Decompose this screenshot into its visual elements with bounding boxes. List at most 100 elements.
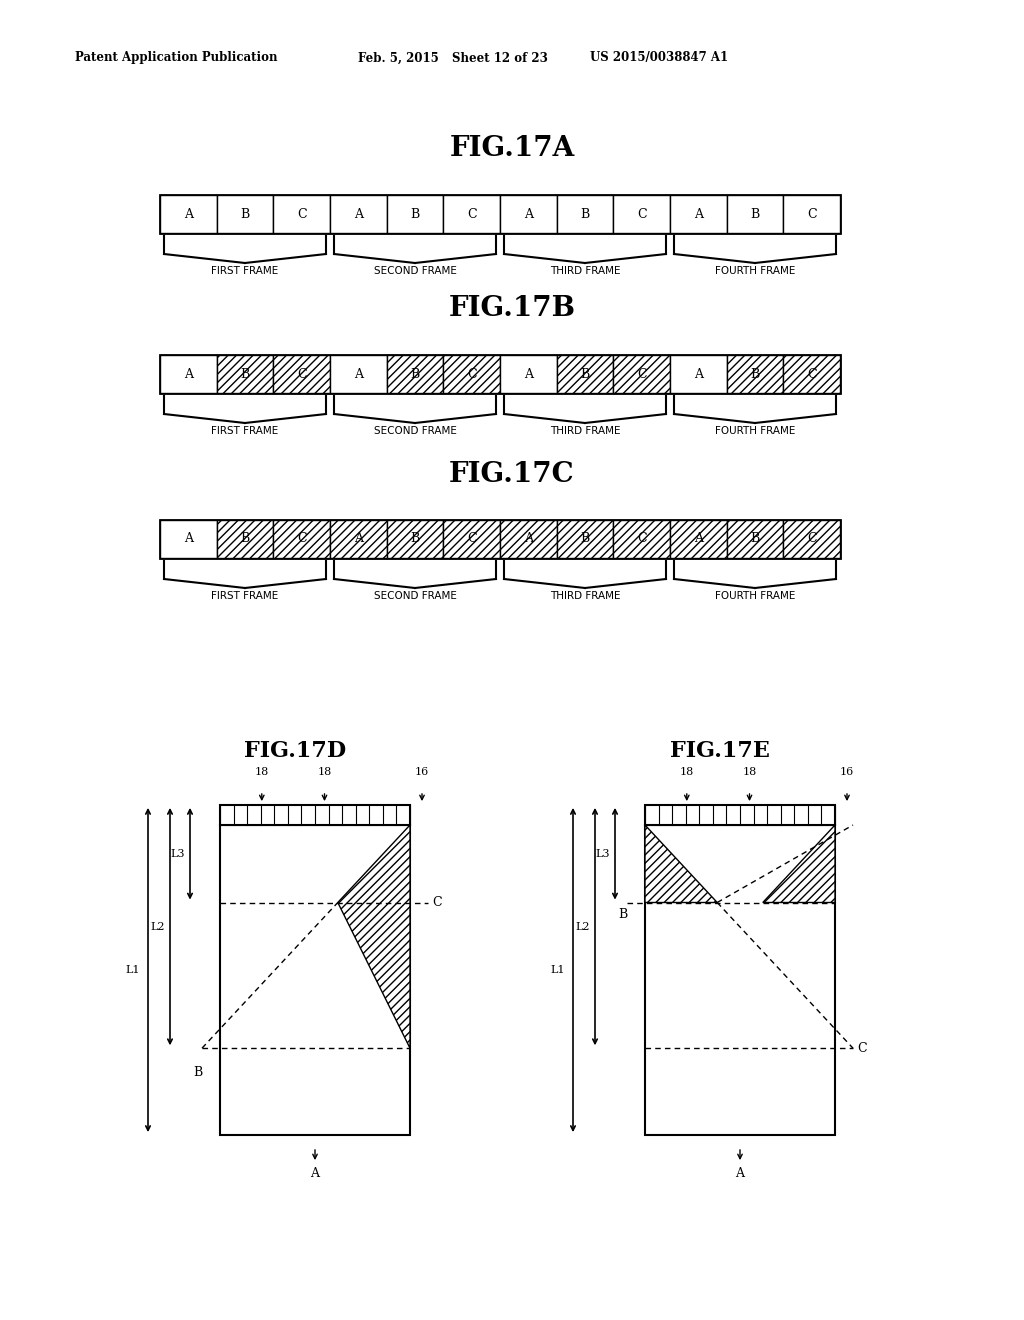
Text: A: A — [184, 367, 193, 380]
Bar — [613, 195, 670, 234]
Text: B: B — [241, 532, 250, 545]
Text: 18: 18 — [317, 767, 332, 777]
Bar — [783, 520, 840, 558]
Text: A: A — [694, 367, 702, 380]
Bar — [500, 355, 557, 393]
Bar — [330, 355, 387, 393]
Bar — [557, 520, 613, 558]
Bar — [273, 355, 330, 393]
Text: Feb. 5, 2015: Feb. 5, 2015 — [358, 51, 438, 65]
Polygon shape — [763, 825, 835, 903]
Text: A: A — [354, 532, 362, 545]
Text: C: C — [807, 207, 816, 220]
Bar — [670, 355, 727, 393]
Text: 18: 18 — [680, 767, 694, 777]
Text: Sheet 12 of 23: Sheet 12 of 23 — [452, 51, 548, 65]
Bar — [500, 520, 557, 558]
Bar — [160, 355, 840, 393]
Bar — [160, 195, 217, 234]
Text: B: B — [411, 367, 420, 380]
Text: A: A — [354, 367, 362, 380]
Bar — [645, 825, 835, 1135]
Text: THIRD FRAME: THIRD FRAME — [550, 426, 621, 436]
Bar — [670, 520, 727, 558]
Text: FOURTH FRAME: FOURTH FRAME — [715, 591, 796, 601]
Bar — [557, 195, 613, 234]
Bar — [387, 355, 443, 393]
Text: C: C — [637, 532, 646, 545]
Text: A: A — [694, 532, 702, 545]
Text: A: A — [184, 532, 193, 545]
Text: A: A — [354, 207, 362, 220]
Bar — [727, 520, 783, 558]
Bar — [387, 520, 443, 558]
Text: L1: L1 — [551, 965, 565, 975]
Bar — [217, 520, 273, 558]
Bar — [443, 355, 500, 393]
Text: SECOND FRAME: SECOND FRAME — [374, 267, 457, 276]
Bar — [727, 355, 783, 393]
Bar — [500, 195, 557, 234]
Text: US 2015/0038847 A1: US 2015/0038847 A1 — [590, 51, 728, 65]
Text: FIRST FRAME: FIRST FRAME — [211, 426, 279, 436]
Text: C: C — [637, 367, 646, 380]
Text: A: A — [524, 207, 532, 220]
Bar — [160, 520, 840, 558]
Text: A: A — [694, 207, 702, 220]
Bar — [670, 195, 727, 234]
Bar — [783, 195, 840, 234]
Text: C: C — [297, 207, 306, 220]
Bar — [387, 520, 443, 558]
Text: L2: L2 — [575, 921, 590, 932]
Bar — [645, 805, 835, 825]
Text: FOURTH FRAME: FOURTH FRAME — [715, 267, 796, 276]
Text: C: C — [637, 207, 646, 220]
Bar — [557, 355, 613, 393]
Text: C: C — [297, 367, 306, 380]
Text: B: B — [751, 532, 760, 545]
Text: L3: L3 — [596, 849, 610, 859]
Bar — [273, 355, 330, 393]
Text: B: B — [411, 532, 420, 545]
Text: FOURTH FRAME: FOURTH FRAME — [715, 426, 796, 436]
Text: B: B — [581, 207, 590, 220]
Text: C: C — [857, 1041, 866, 1055]
Bar — [330, 520, 387, 558]
Bar — [217, 195, 273, 234]
Bar — [727, 520, 783, 558]
Text: B: B — [241, 367, 250, 380]
Text: A: A — [524, 532, 532, 545]
Text: L3: L3 — [171, 849, 185, 859]
Text: THIRD FRAME: THIRD FRAME — [550, 591, 621, 601]
Bar — [160, 520, 217, 558]
Text: FIG.17C: FIG.17C — [450, 461, 574, 487]
Text: B: B — [751, 367, 760, 380]
Bar — [783, 520, 840, 558]
Bar — [217, 355, 273, 393]
Text: C: C — [467, 207, 476, 220]
Bar — [273, 520, 330, 558]
Bar — [387, 355, 443, 393]
Text: A: A — [524, 367, 532, 380]
Text: C: C — [467, 367, 476, 380]
Text: B: B — [581, 367, 590, 380]
Text: FIRST FRAME: FIRST FRAME — [211, 591, 279, 601]
Text: FIG.17E: FIG.17E — [670, 741, 770, 762]
Polygon shape — [645, 825, 717, 903]
Text: B: B — [751, 207, 760, 220]
Bar — [330, 195, 387, 234]
Bar — [783, 355, 840, 393]
Text: C: C — [467, 532, 476, 545]
Text: 16: 16 — [415, 767, 429, 777]
Bar — [783, 355, 840, 393]
Bar — [443, 520, 500, 558]
Bar — [160, 195, 840, 234]
Text: 16: 16 — [840, 767, 854, 777]
Bar — [160, 355, 217, 393]
Bar — [670, 520, 727, 558]
Text: A: A — [310, 1167, 319, 1180]
Text: A: A — [184, 207, 193, 220]
Text: C: C — [297, 532, 306, 545]
Text: 18: 18 — [742, 767, 757, 777]
Bar — [613, 520, 670, 558]
